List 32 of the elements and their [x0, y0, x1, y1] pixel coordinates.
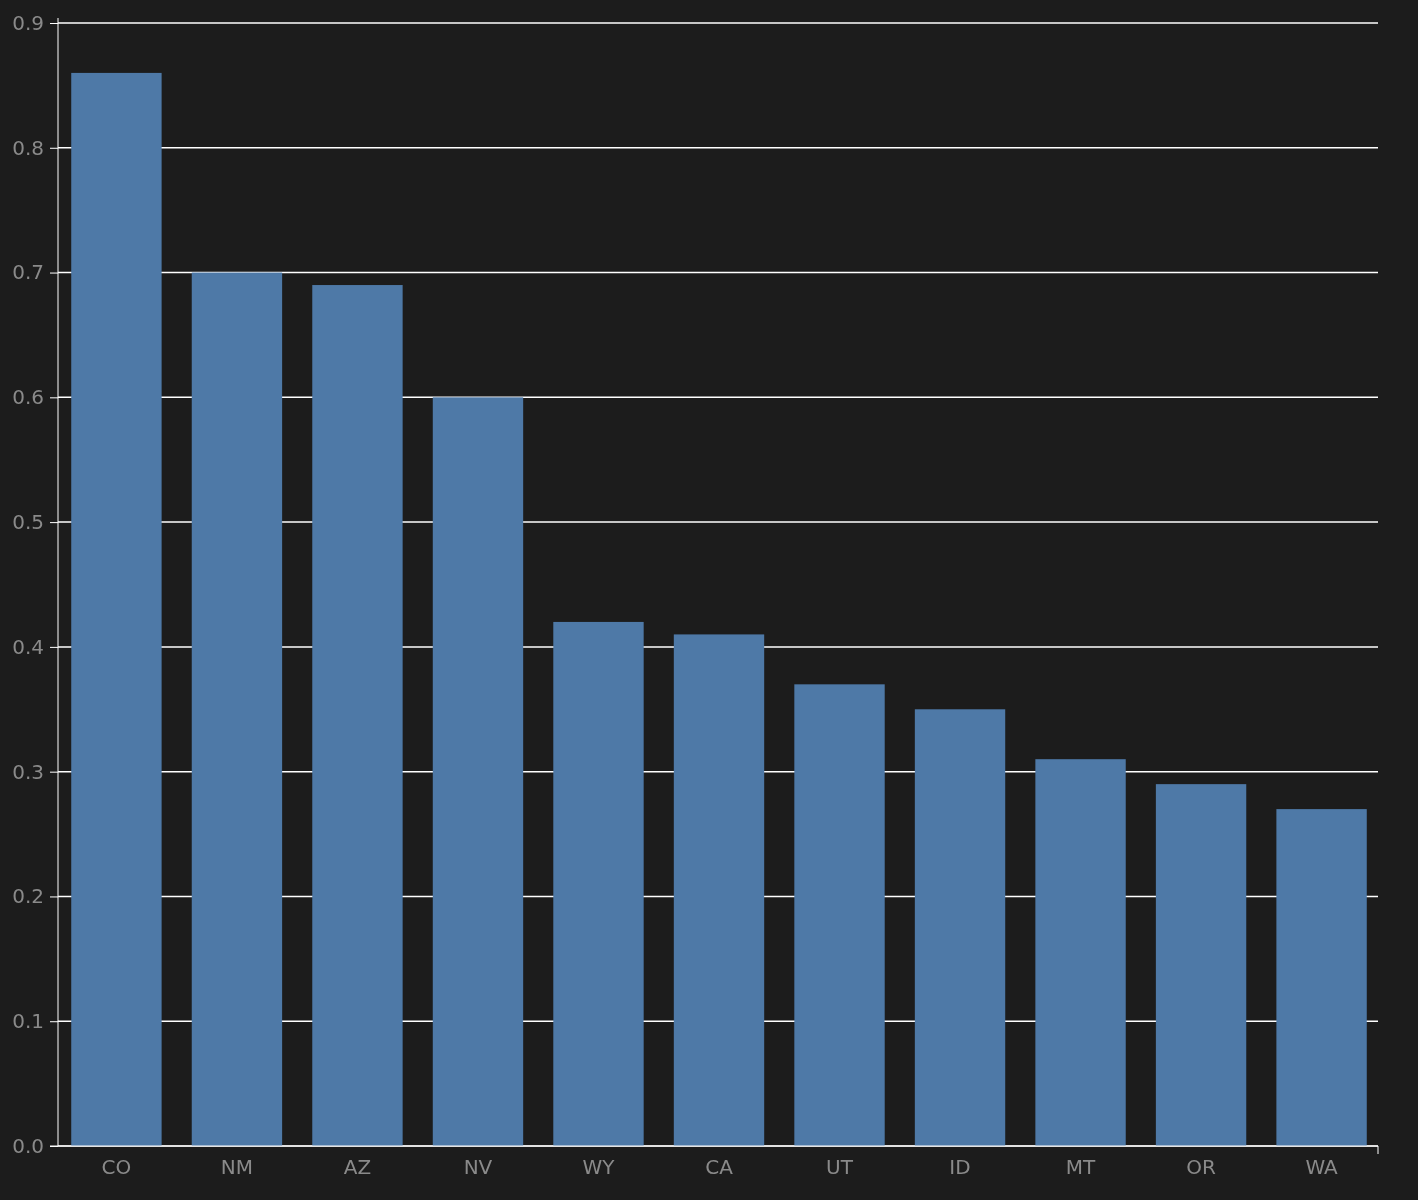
x-tick-label: NM: [220, 1155, 254, 1180]
x-tick-label: WA: [1305, 1155, 1339, 1180]
x-tick-label: CA: [705, 1155, 734, 1180]
y-tick-label: 0.5: [12, 510, 44, 535]
y-tick-label: 0.4: [12, 634, 44, 659]
y-tick-label: 0.0: [12, 1133, 44, 1158]
y-tick-label: 0.8: [12, 135, 44, 160]
x-tick-label: OR: [1186, 1155, 1216, 1180]
bar: [1035, 759, 1126, 1146]
x-tick-label: ID: [949, 1155, 971, 1180]
bar: [191, 272, 283, 1146]
bar: [553, 621, 644, 1146]
x-tick-label: CO: [101, 1155, 132, 1180]
x-tick-label: MT: [1065, 1155, 1097, 1180]
y-tick-label: 0.7: [12, 260, 44, 285]
y-tick-label: 0.6: [12, 385, 44, 410]
y-tick-label: 0.1: [12, 1009, 44, 1034]
x-tick-label: WY: [582, 1155, 616, 1180]
bar: [312, 285, 403, 1146]
bar: [914, 709, 1006, 1146]
bar: [432, 397, 524, 1146]
y-tick-label: 0.9: [12, 10, 44, 35]
y-tick-label: 0.3: [12, 759, 44, 784]
x-tick-label: AZ: [343, 1155, 372, 1180]
y-tick-label: 0.2: [12, 884, 44, 909]
bar: [1276, 809, 1367, 1146]
bar: [673, 634, 765, 1146]
bar: [1155, 784, 1247, 1146]
bar: [71, 72, 162, 1146]
bar: [794, 684, 885, 1146]
x-tick-label: UT: [826, 1155, 854, 1180]
x-tick-label: NV: [463, 1155, 493, 1180]
